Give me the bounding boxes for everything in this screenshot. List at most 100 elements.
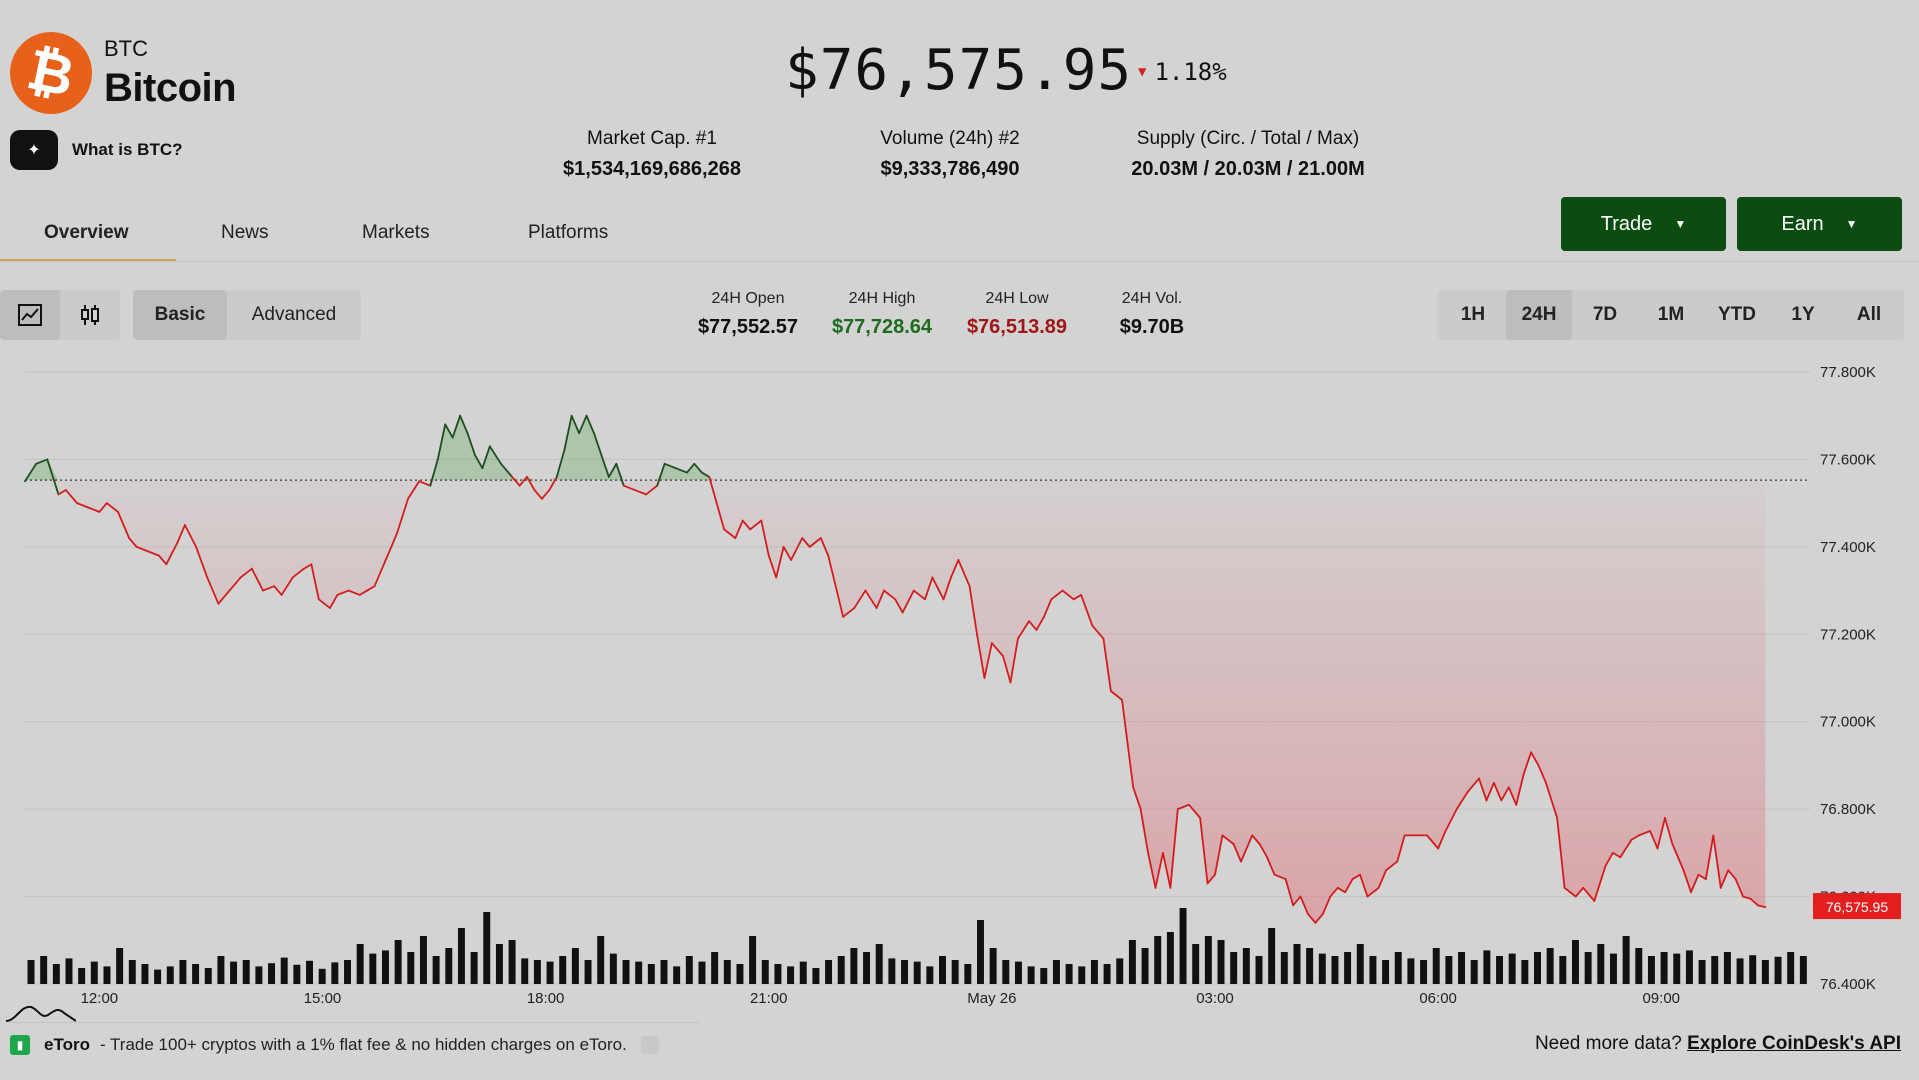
price-line-segment [518,476,528,487]
tab-markets[interactable]: Markets [362,222,430,243]
price-line-segment [924,576,934,601]
range-1h[interactable]: 1H [1460,304,1486,325]
price-line-segment [1500,786,1510,802]
volume-bar [394,940,402,984]
coin-name: Bitcoin [104,66,237,110]
high-label: 24H High [848,290,916,307]
price-line-segment [184,524,197,548]
current-price-tag [1813,893,1901,920]
price-line-segment [1682,869,1692,894]
price-line-segment [1359,873,1369,898]
volume-bar [1014,961,1022,984]
volume-bar [1749,955,1757,984]
price-chart[interactable]: 77.800K 77.600K 77.400K 77.200K 77.000K 76.80… [0,350,1919,1010]
volume-bar [1382,960,1390,984]
price-line-segment [1139,808,1149,854]
range-all[interactable]: All [1856,304,1882,325]
active-tab-indicator [0,259,176,262]
price-line-segment [451,414,461,439]
price-line-segment [317,598,331,609]
earn-button[interactable]: Earn ▼ [1737,197,1902,251]
range-1y[interactable]: 1Y [1791,304,1815,325]
range-24h[interactable]: 24H [1506,290,1572,340]
price-line-segment [1466,777,1480,793]
x-tick-label: 06:00 [1419,990,1457,1007]
range-1m[interactable]: 1M [1657,304,1685,325]
volume-bar [1065,964,1073,984]
volume-bar [939,956,946,984]
price-line-segment [395,497,409,535]
price-line-segment [146,550,160,557]
price-line-segment [1749,897,1759,907]
volume-bar [154,969,162,984]
price-line-segment [239,567,253,579]
close-icon[interactable] [640,1036,659,1054]
price-line-segment [329,594,339,609]
price-line-segment [303,563,313,570]
price-line-segment [273,585,283,596]
price-line-segment [1593,865,1607,902]
basic-mode-button[interactable]: Basic [133,290,227,340]
volume-bar [1255,956,1263,984]
volume-bar [192,964,200,984]
price-line-segment [1734,878,1744,898]
price-line-segment [128,537,138,548]
price-line-segment [206,576,220,605]
volume-bar [1293,944,1301,984]
price-line-segment [875,589,885,609]
candlestick-icon[interactable] [60,290,120,340]
price-line-segment [24,462,38,483]
price-line-segment [1742,895,1752,900]
price-line-segment [117,510,131,540]
volume-stat: Volume (24h) #2 $9,333,786,490 [840,128,1060,181]
price-line-segment [819,537,830,557]
volume-bar [369,953,377,984]
price-line-segment [1240,834,1254,863]
vol-label: 24H Vol. [1121,290,1183,307]
tab-overview[interactable]: Overview [44,222,129,243]
tab-news[interactable]: News [221,222,269,243]
price-line-segment [1545,782,1559,819]
price-line-segment [1377,869,1387,889]
price-line-segment [1437,830,1447,850]
price-line-segment [1314,913,1324,924]
price-line-segment [444,423,454,439]
sponsor-banner[interactable]: ▮ eToro - Trade 100+ cryptos with a 1% f… [10,1022,700,1067]
y-tick-label: 77.600K [1820,451,1876,468]
price-line-segment [1455,790,1469,811]
sponsor-text: - Trade 100+ cryptos with a 1% flat fee … [99,1035,627,1054]
price-line-segment [1258,843,1268,859]
volume-bar [1116,958,1124,984]
price-line-segment [1671,843,1685,872]
market-cap-label: Market Cap. #1 [587,128,717,149]
advanced-mode-button[interactable]: Advanced [251,304,337,325]
volume-bar [1761,960,1769,984]
bitcoin-logo: ₿ [10,32,92,114]
supply-stat: Supply (Circ. / Total / Max) 20.03M / 20… [1098,128,1398,181]
volume-bar [52,964,60,984]
explore-api-link[interactable]: Explore CoinDesk's API [1687,1033,1901,1054]
volume-bar [280,957,288,984]
what-is-btc-button[interactable]: ✦ What is BTC? [10,130,183,170]
price-line-segment [1493,782,1503,802]
price-line-segment [883,589,897,601]
volume-bar [1166,932,1174,984]
range-ytd[interactable]: YTD [1718,304,1756,325]
line-chart-icon[interactable] [0,290,60,340]
api-prompt: Need more data? [1534,1033,1682,1054]
price-line-segment [1727,869,1737,880]
price-line-segment [291,567,305,579]
price-line-segment [808,537,822,548]
tab-platforms[interactable]: Platforms [528,222,609,243]
price-line-segment [541,489,551,500]
price-line-segment [1649,830,1659,850]
trade-button[interactable]: Trade ▼ [1561,197,1726,251]
price-line-segment [1206,873,1216,885]
price-line-segment [35,458,49,465]
volume-bar [825,960,833,984]
price-line-segment [1002,655,1012,684]
volume-bar [812,968,820,984]
price-line-segment [46,458,60,496]
price-line-segment [488,445,502,465]
range-7d[interactable]: 7D [1592,304,1618,325]
